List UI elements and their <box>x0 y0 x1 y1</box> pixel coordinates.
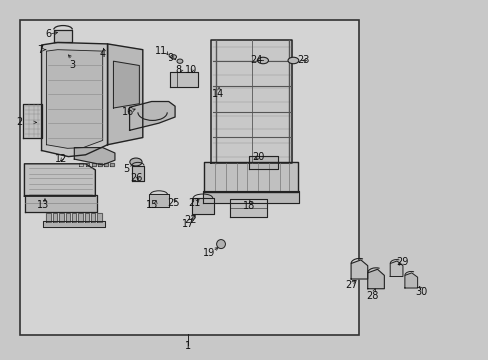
Text: 8: 8 <box>175 65 181 75</box>
Text: 19: 19 <box>203 248 215 258</box>
Text: 3: 3 <box>69 60 75 70</box>
Text: 4: 4 <box>100 49 105 59</box>
Text: 15: 15 <box>146 200 159 210</box>
Text: 13: 13 <box>37 200 49 210</box>
Polygon shape <box>46 213 51 222</box>
Text: 27: 27 <box>344 280 357 290</box>
Polygon shape <box>204 162 298 192</box>
Polygon shape <box>59 213 63 222</box>
Text: 9: 9 <box>167 53 173 63</box>
Text: 16: 16 <box>122 107 134 117</box>
Polygon shape <box>97 213 102 222</box>
Polygon shape <box>107 44 142 145</box>
Text: 2: 2 <box>17 117 22 127</box>
Polygon shape <box>132 166 144 181</box>
Polygon shape <box>103 163 107 166</box>
Polygon shape <box>46 50 102 148</box>
Polygon shape <box>72 213 76 222</box>
Text: 20: 20 <box>251 152 264 162</box>
Text: 11: 11 <box>155 46 167 56</box>
Text: 25: 25 <box>167 198 180 208</box>
Polygon shape <box>191 198 214 214</box>
Text: 12: 12 <box>55 154 67 164</box>
Polygon shape <box>98 163 102 166</box>
Polygon shape <box>79 163 83 166</box>
Text: 7: 7 <box>37 45 43 55</box>
Polygon shape <box>85 163 89 166</box>
Text: 14: 14 <box>211 89 224 99</box>
Polygon shape <box>350 260 367 279</box>
Text: 17: 17 <box>182 219 194 229</box>
Polygon shape <box>24 164 95 196</box>
Text: 18: 18 <box>243 201 255 211</box>
Polygon shape <box>203 191 299 203</box>
Polygon shape <box>92 163 96 166</box>
Polygon shape <box>54 30 72 42</box>
Polygon shape <box>65 213 70 222</box>
Polygon shape <box>43 221 105 227</box>
Polygon shape <box>25 195 97 212</box>
Polygon shape <box>78 213 82 222</box>
Text: 24: 24 <box>250 55 263 66</box>
Polygon shape <box>249 156 277 169</box>
Text: 26: 26 <box>129 173 142 183</box>
Polygon shape <box>113 61 139 108</box>
Text: 6: 6 <box>46 29 52 39</box>
Polygon shape <box>229 199 266 217</box>
Ellipse shape <box>257 57 268 64</box>
Ellipse shape <box>177 59 183 63</box>
Ellipse shape <box>130 158 142 166</box>
Text: 21: 21 <box>188 198 201 208</box>
Text: 29: 29 <box>395 257 407 267</box>
Text: 22: 22 <box>184 215 197 225</box>
Polygon shape <box>74 148 115 165</box>
Polygon shape <box>91 213 95 222</box>
Polygon shape <box>367 269 384 289</box>
Text: 1: 1 <box>185 341 191 351</box>
Polygon shape <box>84 213 89 222</box>
Text: 28: 28 <box>366 291 378 301</box>
Text: 23: 23 <box>296 55 309 66</box>
Bar <box>20 20 359 335</box>
Polygon shape <box>41 42 107 157</box>
Ellipse shape <box>170 55 176 59</box>
Polygon shape <box>53 213 57 222</box>
Text: 10: 10 <box>184 65 197 75</box>
Polygon shape <box>389 261 402 276</box>
Ellipse shape <box>216 240 225 248</box>
Text: 5: 5 <box>123 164 129 174</box>
Polygon shape <box>23 104 41 138</box>
Polygon shape <box>404 273 417 288</box>
Polygon shape <box>110 163 114 166</box>
Polygon shape <box>129 102 175 130</box>
Polygon shape <box>149 194 168 207</box>
Ellipse shape <box>287 57 298 64</box>
Polygon shape <box>211 40 292 163</box>
Text: 30: 30 <box>414 287 427 297</box>
Polygon shape <box>170 72 198 87</box>
